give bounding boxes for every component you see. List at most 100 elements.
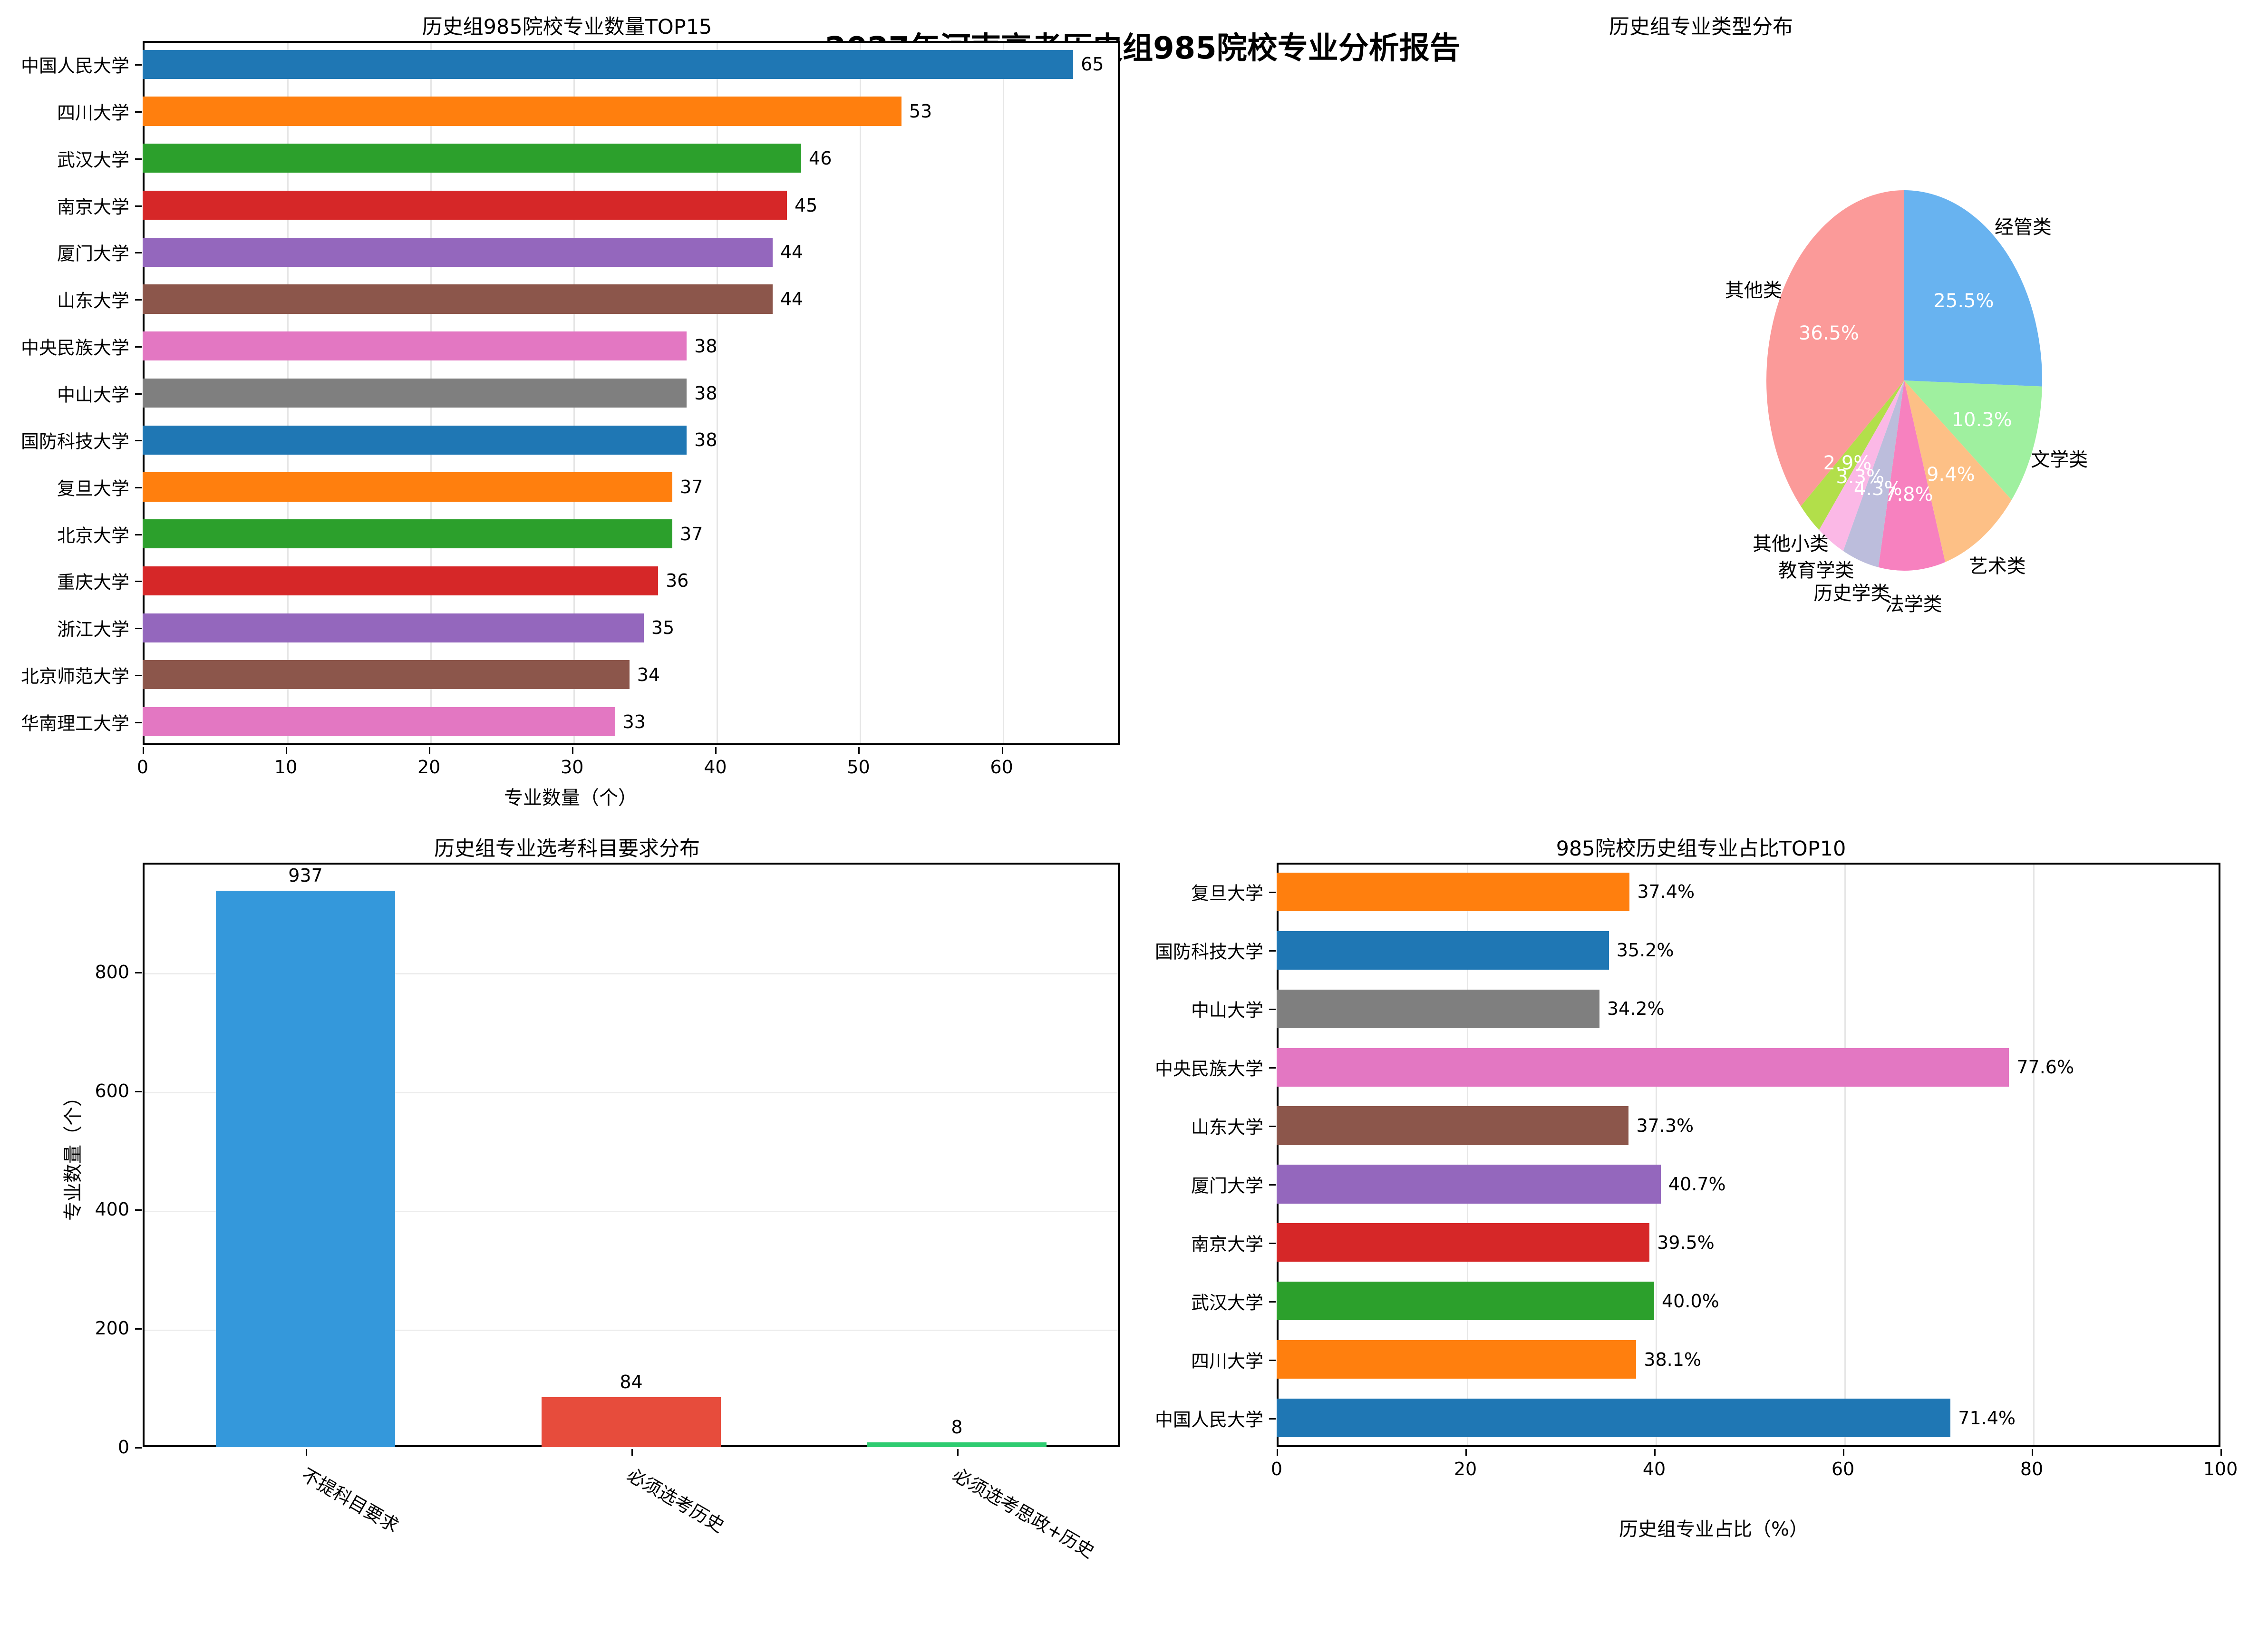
ytick-label: 中山大学 xyxy=(1191,1000,1263,1021)
pie-slice xyxy=(1878,380,1946,571)
bar-bottom-right xyxy=(1277,1106,1629,1145)
xtick-label: 50 xyxy=(847,757,870,778)
xtick-label: 40 xyxy=(1642,1459,1666,1479)
gridline-x xyxy=(1844,865,1846,1445)
pie-slice xyxy=(1904,190,2042,387)
gridline-y xyxy=(145,1210,1118,1212)
ytick-mark xyxy=(135,205,142,207)
xtick-mark xyxy=(858,747,860,754)
ytick-label: 国防科技大学 xyxy=(20,431,129,452)
gridline-x xyxy=(1655,865,1657,1445)
xtick-label: 30 xyxy=(561,757,584,778)
bar-top-left xyxy=(143,613,644,642)
pie-slice xyxy=(1843,380,1904,567)
xtick-label: 60 xyxy=(990,757,1013,778)
ytick-mark xyxy=(135,534,142,535)
xtick-mark xyxy=(1465,1449,1467,1456)
ytick-label: 中央民族大学 xyxy=(1154,1058,1263,1080)
xtick-mark xyxy=(2220,1449,2222,1456)
bar-value-label: 44 xyxy=(780,242,804,263)
bar-bottom-right xyxy=(1277,1165,1661,1204)
pie-slice xyxy=(1801,380,1904,530)
xtick-mark xyxy=(305,1449,307,1456)
ytick-mark xyxy=(135,1090,142,1092)
bar-top-left xyxy=(143,519,673,549)
bar-top-left xyxy=(143,707,615,737)
ytick-label: 中国人民大学 xyxy=(20,55,129,77)
pie-percent-label: 2.9% xyxy=(1823,452,1872,475)
bar-value-label: 44 xyxy=(780,289,804,310)
bar-top-left xyxy=(143,49,1074,79)
ytick-mark xyxy=(1269,892,1276,894)
bar-value-label: 77.6% xyxy=(2016,1057,2074,1078)
xtick-mark xyxy=(2032,1449,2033,1456)
pie-slice xyxy=(1819,380,1904,551)
bar-top-left xyxy=(143,144,802,173)
ytick-label: 复旦大学 xyxy=(1191,883,1263,904)
xtick-label: 100 xyxy=(2203,1459,2238,1479)
pie-category-label: 经管类 xyxy=(1994,216,2052,239)
xtick-label: 20 xyxy=(1454,1459,1477,1479)
bar-bottom-left xyxy=(542,1397,721,1447)
bar-top-left xyxy=(143,566,658,596)
pie-percent-label: 10.3% xyxy=(1951,409,2012,431)
ytick-mark xyxy=(1269,1418,1276,1420)
bar-value-label: 34 xyxy=(637,664,660,685)
panel-bottom-right-title: 985院校历史组专业占比TOP10 xyxy=(1556,837,1846,861)
panel-top-left: 历史组985院校专业数量TOP15 0 10 20 30 40 50 60 华南理工大学 北京师… xyxy=(0,0,1134,822)
pie-percent-label: 3.3% xyxy=(1836,466,1885,488)
bar-top-left xyxy=(143,97,901,126)
ytick-label: 400 xyxy=(95,1199,129,1220)
ytick-label: 600 xyxy=(95,1080,129,1101)
ytick-mark xyxy=(1269,1301,1276,1303)
xtick-mark xyxy=(1843,1449,1844,1456)
bar-value-label: 36 xyxy=(665,570,689,592)
xtick-label: 必须选考思政+历史 xyxy=(949,1464,1098,1562)
bar-bottom-right xyxy=(1277,1223,1650,1262)
gridline-y xyxy=(145,1092,1118,1094)
ytick-mark xyxy=(135,393,142,395)
pie-slice xyxy=(1904,380,2042,500)
gridline-y xyxy=(145,973,1118,975)
xtick-label: 40 xyxy=(704,757,727,778)
panel-top-right-title: 历史组专业类型分布 xyxy=(1609,15,1793,39)
gridline-x xyxy=(1003,43,1005,743)
bar-top-left xyxy=(143,425,687,455)
bar-top-left xyxy=(143,378,687,408)
pie-percent-label: 36.5% xyxy=(1798,322,1859,345)
ytick-label: 厦门大学 xyxy=(57,243,129,264)
bar-value-label: 937 xyxy=(288,865,323,886)
pie-svg xyxy=(1766,190,2042,571)
xtick-mark xyxy=(286,747,288,754)
pie-category-label: 教育学类 xyxy=(1778,559,1854,582)
ytick-mark xyxy=(1269,1126,1276,1128)
bar-value-label: 38 xyxy=(694,335,717,357)
bar-value-label: 34.2% xyxy=(1607,998,1665,1020)
gridline-x xyxy=(716,43,718,743)
bar-bottom-right xyxy=(1277,1340,1637,1379)
bar-bottom-right xyxy=(1277,872,1630,911)
bar-value-label: 38 xyxy=(694,429,717,451)
bar-value-label: 37 xyxy=(680,523,703,545)
xtick-mark xyxy=(1001,747,1003,754)
ytick-mark xyxy=(135,972,142,973)
ytick-label: 四川大学 xyxy=(57,102,129,124)
bar-value-label: 37.4% xyxy=(1637,881,1695,903)
ytick-mark xyxy=(135,1328,142,1330)
ytick-mark xyxy=(135,440,142,442)
bar-value-label: 37.3% xyxy=(1636,1115,1694,1137)
ytick-mark xyxy=(1269,1359,1276,1361)
ytick-mark xyxy=(135,486,142,488)
pie-chart: 36.5% 其他类 2.9% 其他小类 3.3% 教育学类 4.3% 历史学类 7.8% 法学类 9… xyxy=(1552,95,2088,713)
ytick-mark xyxy=(135,64,142,66)
bar-value-label: 84 xyxy=(620,1372,643,1393)
ytick-mark xyxy=(135,346,142,348)
ytick-label: 中国人民大学 xyxy=(1154,1409,1263,1430)
xtick-mark xyxy=(631,1449,633,1456)
bar-value-label: 35 xyxy=(651,617,675,639)
pie-slice xyxy=(1904,380,2012,562)
xtick-label: 0 xyxy=(1270,1459,1283,1479)
bar-value-label: 37 xyxy=(680,476,703,497)
ytick-label: 山东大学 xyxy=(1191,1117,1263,1138)
pie-category-label: 历史学类 xyxy=(1813,582,1890,604)
